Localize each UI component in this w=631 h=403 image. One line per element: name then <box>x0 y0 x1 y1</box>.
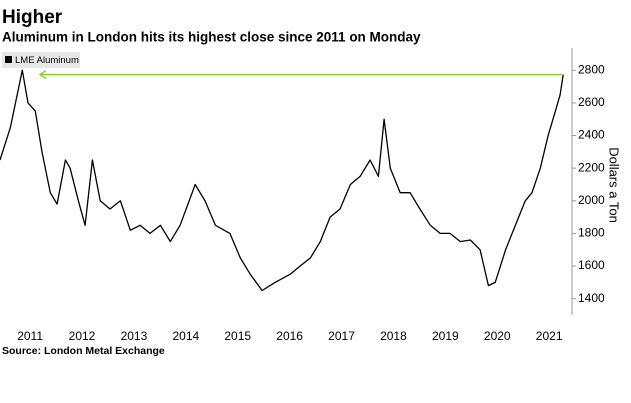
line-series <box>0 69 564 292</box>
y-axis-label: Dollars a Ton <box>607 147 622 223</box>
x-tick-label: 2021 <box>536 329 563 343</box>
y-tick-label: 2600 <box>578 95 605 109</box>
x-tick-label: 2011 <box>17 329 43 343</box>
y-tick-label: 2400 <box>578 128 605 142</box>
y-tick-label: 2200 <box>578 160 605 174</box>
x-tick-label: 2013 <box>121 329 148 343</box>
x-tick-label: 2016 <box>276 329 303 343</box>
chart-subtitle: Aluminum in London hits its highest clos… <box>2 30 421 45</box>
x-tick-label: 2019 <box>432 329 459 343</box>
x-tick-label: 2018 <box>380 329 407 343</box>
y-tick-label: 1600 <box>578 258 605 272</box>
x-tick-label: 2012 <box>69 329 96 343</box>
legend-box <box>2 52 80 68</box>
y-tick-label: 1400 <box>578 291 605 305</box>
reference-arrowhead <box>38 70 47 80</box>
legend-swatch <box>5 56 12 63</box>
y-tick-label: 2800 <box>578 62 605 76</box>
x-tick-label: 2014 <box>172 329 199 343</box>
x-tick-label: 2015 <box>224 329 251 343</box>
y-tick-label: 2000 <box>578 193 605 207</box>
x-tick-label: 2017 <box>328 329 355 343</box>
chart-title: Higher <box>2 7 63 28</box>
x-tick-label: 2020 <box>484 329 511 343</box>
source: Source: London Metal Exchange <box>2 345 165 357</box>
y-tick-label: 1800 <box>578 226 605 240</box>
legend-label: LME Aluminum <box>15 55 79 66</box>
